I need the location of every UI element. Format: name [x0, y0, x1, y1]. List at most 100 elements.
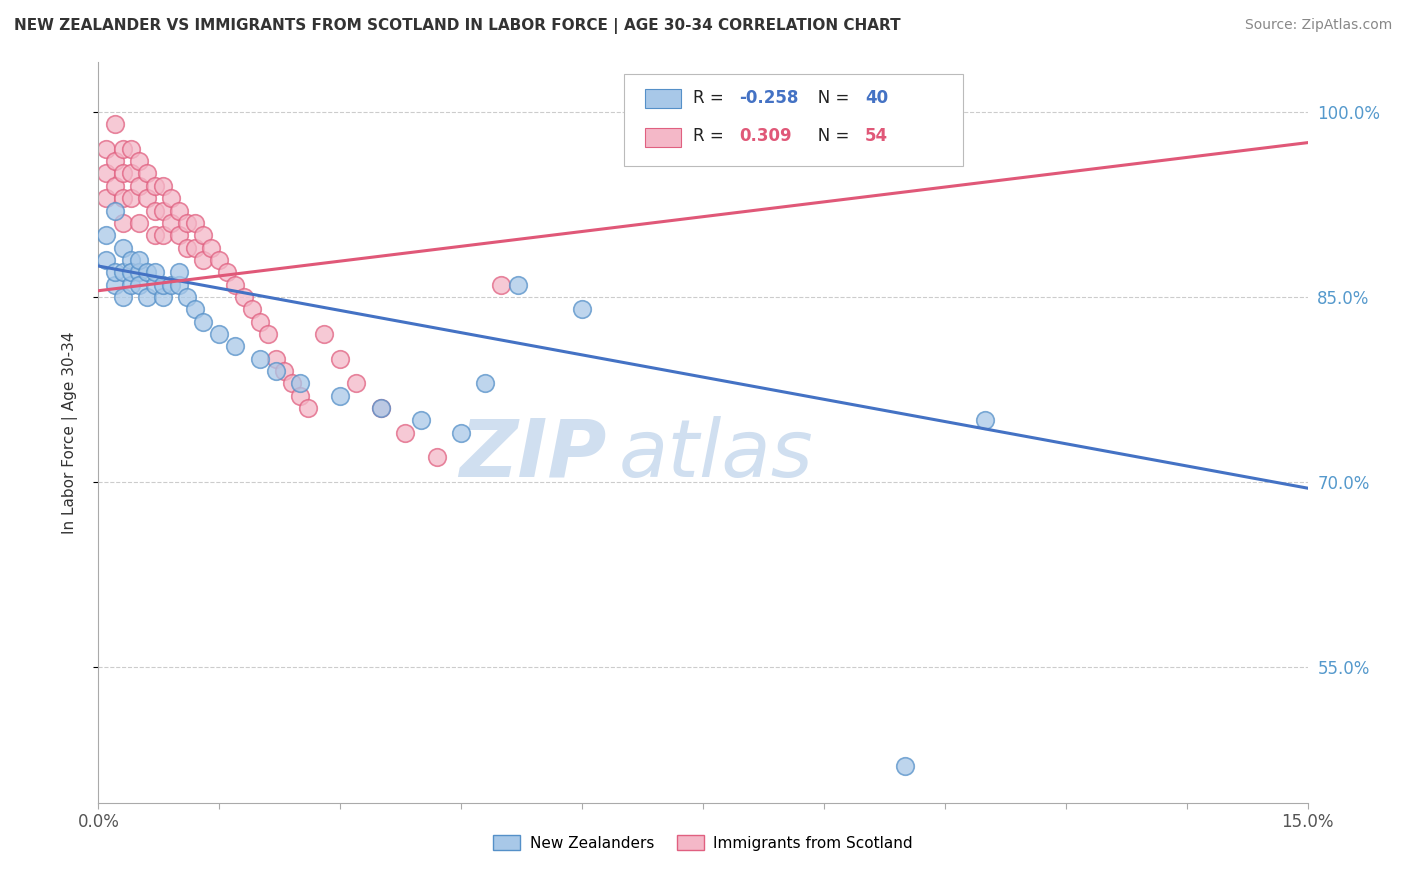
Point — [184, 302, 207, 317]
Point — [128, 178, 150, 193]
Point — [160, 191, 183, 205]
Point — [344, 376, 367, 391]
Point — [160, 216, 183, 230]
Text: -0.258: -0.258 — [740, 89, 799, 107]
Point — [120, 167, 142, 181]
Point — [184, 240, 207, 255]
Point — [176, 290, 198, 304]
Text: R =: R = — [693, 89, 730, 107]
Text: 40: 40 — [865, 89, 889, 107]
Point — [96, 167, 118, 181]
Point — [135, 191, 157, 205]
Legend: New Zealanders, Immigrants from Scotland: New Zealanders, Immigrants from Scotland — [494, 835, 912, 851]
Point — [103, 203, 125, 218]
FancyBboxPatch shape — [624, 73, 963, 166]
Point — [217, 265, 239, 279]
Point — [152, 290, 174, 304]
Point — [103, 277, 125, 292]
Text: 54: 54 — [865, 128, 889, 145]
Point — [120, 277, 142, 292]
Point — [249, 351, 271, 366]
Point — [120, 252, 142, 267]
Point — [96, 252, 118, 267]
Point — [193, 252, 215, 267]
Point — [111, 191, 134, 205]
Point — [111, 216, 134, 230]
Point — [893, 758, 915, 772]
Point — [167, 228, 190, 243]
Text: R =: R = — [693, 128, 734, 145]
Point — [143, 265, 166, 279]
FancyBboxPatch shape — [645, 89, 682, 108]
Point — [103, 117, 125, 131]
Point — [135, 167, 157, 181]
Text: N =: N = — [803, 89, 855, 107]
Point — [176, 240, 198, 255]
Point — [193, 315, 215, 329]
Point — [491, 277, 513, 292]
Point — [184, 216, 207, 230]
Point — [240, 302, 263, 317]
Point — [394, 425, 416, 440]
Point — [152, 178, 174, 193]
Point — [256, 326, 278, 341]
Point — [329, 389, 352, 403]
Point — [370, 401, 392, 415]
Point — [120, 191, 142, 205]
Point — [152, 277, 174, 292]
Point — [450, 425, 472, 440]
Point — [135, 290, 157, 304]
Point — [264, 351, 287, 366]
Text: N =: N = — [803, 128, 855, 145]
Text: ZIP: ZIP — [458, 416, 606, 494]
Point — [128, 154, 150, 169]
Point — [120, 142, 142, 156]
Point — [264, 364, 287, 378]
Point — [111, 265, 134, 279]
Point — [370, 401, 392, 415]
Point — [297, 401, 319, 415]
Point — [176, 216, 198, 230]
Point — [128, 216, 150, 230]
Point — [143, 228, 166, 243]
Point — [128, 252, 150, 267]
Point — [103, 178, 125, 193]
Point — [474, 376, 496, 391]
Point — [111, 142, 134, 156]
Point — [160, 277, 183, 292]
Point — [143, 178, 166, 193]
Point — [167, 277, 190, 292]
Point — [167, 203, 190, 218]
Point — [128, 265, 150, 279]
Point — [329, 351, 352, 366]
Point — [103, 154, 125, 169]
Point — [426, 450, 449, 465]
FancyBboxPatch shape — [645, 128, 682, 147]
Point — [96, 228, 118, 243]
Point — [281, 376, 304, 391]
Point — [288, 376, 311, 391]
Point — [152, 203, 174, 218]
Point — [167, 265, 190, 279]
Point — [249, 315, 271, 329]
Point — [288, 389, 311, 403]
Point — [120, 265, 142, 279]
Point — [571, 302, 593, 317]
Point — [208, 252, 231, 267]
Point — [208, 326, 231, 341]
Point — [232, 290, 254, 304]
Text: atlas: atlas — [619, 416, 813, 494]
Point — [111, 290, 134, 304]
Point — [506, 277, 529, 292]
Point — [143, 203, 166, 218]
Point — [128, 277, 150, 292]
Point — [224, 277, 246, 292]
Point — [143, 277, 166, 292]
Point — [193, 228, 215, 243]
Point — [96, 142, 118, 156]
Point — [314, 326, 336, 341]
Point — [111, 240, 134, 255]
Text: Source: ZipAtlas.com: Source: ZipAtlas.com — [1244, 18, 1392, 32]
Point — [273, 364, 295, 378]
Y-axis label: In Labor Force | Age 30-34: In Labor Force | Age 30-34 — [62, 331, 77, 534]
